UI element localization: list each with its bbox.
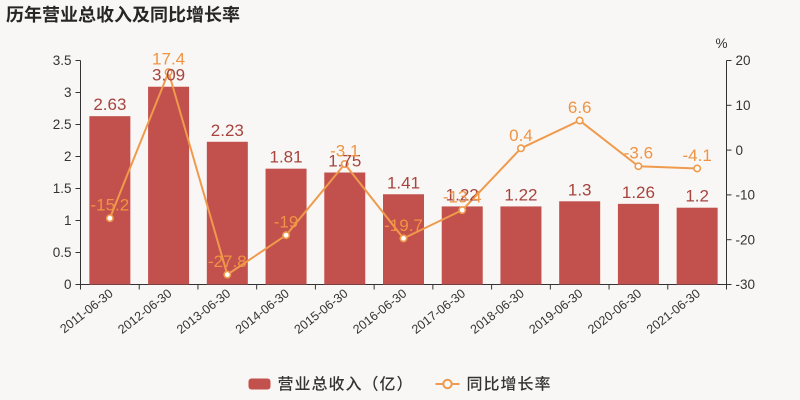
legend-item-revenue[interactable] <box>248 375 402 392</box>
growth-point-2019-06-30[interactable] <box>575 116 584 125</box>
line-value-label: -27.8 <box>208 252 247 271</box>
revenue-bar-2011-06-30[interactable] <box>89 116 131 285</box>
growth-point-2012-06-30[interactable] <box>164 68 173 77</box>
bar-value-label: 1.26 <box>622 183 655 202</box>
bar-value-label: 1.75 <box>328 152 361 171</box>
growth-point-2017-06-30[interactable] <box>458 206 467 215</box>
revenue-bars <box>89 86 718 285</box>
legend <box>248 375 550 392</box>
line-value-label: -19.7 <box>384 216 423 235</box>
legend-growth-label <box>467 375 550 391</box>
right-axis-tick-label: -10 <box>736 188 756 203</box>
right-axis-tick-label: -30 <box>736 277 756 292</box>
left-axis-tick-label: 0 <box>64 277 72 292</box>
bar-value-label: 3.09 <box>152 66 185 85</box>
growth-point-2020-06-30[interactable] <box>634 162 643 171</box>
bar-value-label: 2.23 <box>211 121 244 140</box>
line-value-label: -4.1 <box>682 146 711 165</box>
line-value-label: 6.6 <box>568 98 592 117</box>
left-axis-tick-label: 0.5 <box>53 245 72 260</box>
left-axis-tick-label: 2.5 <box>53 117 72 132</box>
growth-point-2018-06-30[interactable] <box>516 144 525 153</box>
bar-value-label: 1.41 <box>387 173 420 192</box>
left-axis-tick-label: 3.5 <box>53 53 72 68</box>
bar-value-label: 1.22 <box>504 185 537 204</box>
growth-point-2014-06-30[interactable] <box>282 231 291 240</box>
right-axis-tick-label: -20 <box>736 232 756 247</box>
left-axis-tick-label: 2 <box>64 149 72 164</box>
revenue-bar-2018-06-30[interactable] <box>500 206 542 285</box>
growth-point-2013-06-30[interactable] <box>223 270 232 279</box>
bar-value-label: 1.22 <box>446 185 479 204</box>
right-axis-tick-label: 0 <box>736 143 744 158</box>
line-value-label: 0.4 <box>509 126 533 145</box>
axis-tick-labels: 0 0.5 1 1.5 2 2.5 3 3.5 -30 -20 -10 0 10 20 <box>53 53 755 292</box>
revenue-bar-2012-06-30[interactable] <box>148 86 190 285</box>
line-value-label: 17.4 <box>152 50 185 69</box>
growth-point-2011-06-30[interactable] <box>105 214 114 223</box>
line-value-label: -3.1 <box>330 141 359 160</box>
left-axis-tick-label: 3 <box>64 85 72 100</box>
right-axis-tick-label: 20 <box>736 53 751 68</box>
legend-revenue-label <box>278 375 402 392</box>
bar-value-labels: 2.63 3.09 2.23 1.81 1.75 1.41 1.22 1.22 1.3 1.26 1… <box>93 66 709 206</box>
left-axis-tick-label: 1 <box>64 213 72 228</box>
line-value-label: -15.2 <box>90 196 129 215</box>
line-value-labels: -15.2 17.4 -27.8 -19 -3.1 -19.7 -13.4 0.4 6.6 -3.… <box>90 50 711 271</box>
revenue-bar-2021-06-30[interactable] <box>676 207 718 285</box>
revenue-bar-2017-06-30[interactable] <box>441 206 483 285</box>
right-axis-tick-label: 10 <box>736 98 751 113</box>
growth-legend-marker-icon <box>442 378 453 390</box>
line-value-label: -13.4 <box>443 188 482 207</box>
revenue-bar-2019-06-30[interactable] <box>559 201 601 285</box>
revenue-legend-swatch-icon <box>248 378 271 390</box>
line-value-label: -19 <box>274 213 299 232</box>
chart-title <box>6 5 240 23</box>
legend-item-growth[interactable] <box>435 375 550 391</box>
growth-point-2015-06-30[interactable] <box>340 159 349 168</box>
revenue-bar-2020-06-30[interactable] <box>617 203 659 285</box>
growth-point-2021-06-30[interactable] <box>693 164 702 173</box>
bar-value-label: 1.81 <box>270 148 303 167</box>
bar-value-label: 1.2 <box>685 187 709 206</box>
line-value-label: -3.6 <box>624 144 653 163</box>
bar-value-label: 1.3 <box>568 180 592 199</box>
revenue-bar-2014-06-30[interactable] <box>265 168 307 285</box>
growth-point-2016-06-30[interactable] <box>399 234 408 243</box>
revenue-bar-2015-06-30[interactable] <box>324 172 366 285</box>
revenue-bar-2013-06-30[interactable] <box>206 141 248 285</box>
bar-value-label: 2.63 <box>93 95 126 114</box>
right-axis-unit-label: % <box>715 36 727 51</box>
left-axis-tick-label: 1.5 <box>53 181 72 196</box>
